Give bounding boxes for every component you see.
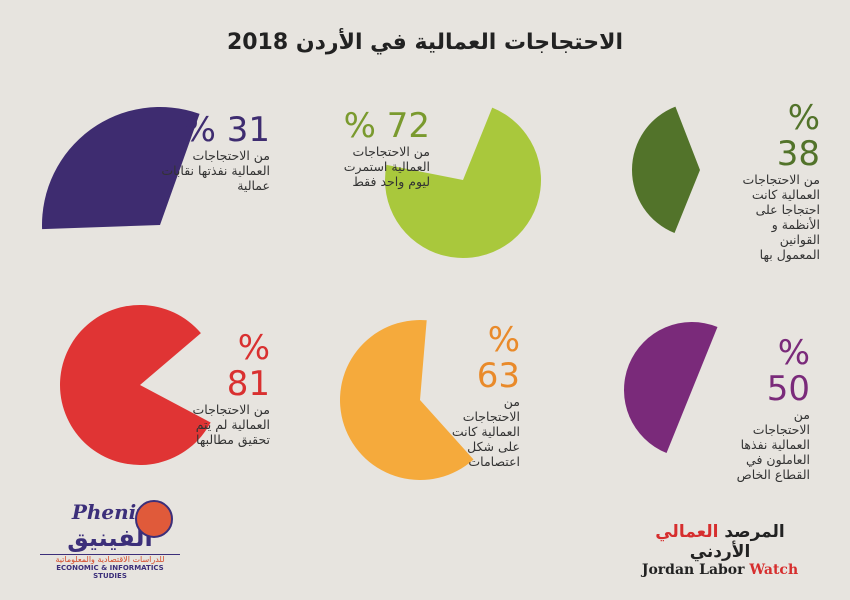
logo-word: العمالي (655, 522, 719, 542)
stat-description: من الاحتجاجات العمالية كانت احتجاجا على … (742, 172, 820, 262)
logo-word: المرصد (724, 522, 785, 542)
logo-word: Watch (749, 562, 799, 578)
stat-value: % 50 (766, 333, 810, 409)
stat-block-63: % 63 من الاحتجاجات العمالية كانت على شكل… (445, 322, 520, 469)
pie-slice-72 (385, 107, 541, 258)
stat-block-50: % 50 من الاحتجاجات العمالية نفذها العامل… (735, 335, 810, 482)
stat-value: % 72 (343, 106, 430, 146)
stat-description: من الاحتجاجات العمالية نفذتها نقابات عما… (161, 148, 270, 193)
pie-slice-81 (60, 305, 211, 466)
pie-slice-63 (340, 320, 474, 480)
logo-subtitle-en: ECONOMIC & INFORMATICS STUDIES (56, 564, 164, 580)
stat-block-81: % 81 من الاحتجاجات العمالية لم يتم تحقيق… (190, 330, 270, 447)
stat-description: من الاحتجاجات العمالية نفذها العاملون في… (736, 407, 810, 482)
pie-slice-50 (624, 322, 718, 454)
stat-description: من الاحتجاجات العمالية لم يتم تحقيق مطال… (192, 402, 270, 447)
stat-value: % 31 (183, 110, 270, 150)
stat-value: % 81 (226, 328, 270, 404)
logo-word: الأردني (689, 542, 751, 562)
logo-subtitle-ar: للدراسات الاقتصادية والمعلوماتية (40, 554, 180, 564)
pie-slice-31 (42, 106, 200, 230)
pie-slice-38 (632, 106, 700, 234)
logo-word: Jordan Labor (641, 562, 745, 578)
stat-block-72: % 72 من الاحتجاجات العمالية استمرت ليوم … (325, 108, 430, 189)
stat-block-31: % 31 من الاحتجاجات العمالية نفذتها نقابا… (160, 112, 270, 193)
page-title: الاحتجاجات العمالية في الأردن 2018 (226, 30, 624, 55)
phenix-logo: Phenix الفينيق للدراسات الاقتصادية والمع… (40, 500, 180, 580)
jordan-labor-watch-logo: المرصد العمالي الأردني Jordan Labor Watc… (640, 522, 800, 578)
stat-description: من الاحتجاجات العمالية استمرت ليوم واحد … (343, 144, 430, 189)
stat-description: من الاحتجاجات العمالية كانت على شكل اعتص… (451, 394, 520, 469)
stat-block-38: % 38 من الاحتجاجات العمالية كانت احتجاجا… (740, 100, 820, 262)
phoenix-emblem-icon (135, 500, 173, 538)
stat-value: % 38 (776, 98, 820, 174)
stat-value: % 63 (476, 320, 520, 396)
